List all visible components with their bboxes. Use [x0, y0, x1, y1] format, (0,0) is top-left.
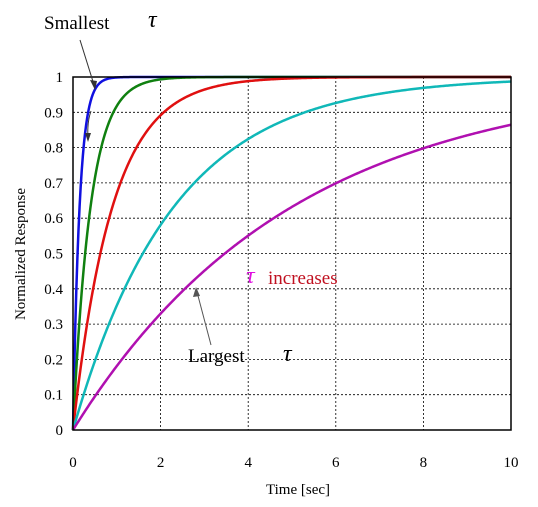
y-tick-label: 0.5 — [44, 247, 63, 263]
smallest-label: Smallest — [44, 13, 110, 34]
x-tick-label: 2 — [157, 455, 165, 471]
x-tick-label: 0 — [69, 455, 77, 471]
y-axis-label: Normalized Response — [13, 188, 29, 320]
x-tick-label: 4 — [244, 455, 252, 471]
y-tick-label: 0 — [56, 423, 64, 439]
y-tick-label: 0.4 — [44, 282, 63, 298]
x-tick-label: 6 — [332, 455, 340, 471]
x-tick-label: 10 — [504, 455, 519, 471]
y-tick-label: 0.7 — [44, 176, 63, 192]
y-tick-label: 0.2 — [44, 352, 63, 368]
y-tick-label: 0.9 — [44, 105, 63, 121]
x-axis-label: Time [sec] — [266, 482, 330, 498]
y-tick-label: 0.6 — [44, 211, 63, 227]
y-tick-label: 0.8 — [44, 141, 63, 157]
tau-increases-label: increases — [268, 268, 338, 289]
smallest-tau-symbol: τ — [148, 7, 158, 33]
y-tick-label: 0.1 — [44, 388, 63, 404]
largest-label: Largest — [188, 346, 245, 367]
y-tick-label: 0.3 — [44, 317, 63, 333]
y-tick-label: 1 — [56, 70, 64, 86]
tau-increases-symbol: τ — [246, 263, 256, 289]
x-tick-label: 8 — [420, 455, 428, 471]
largest-tau-symbol: τ — [283, 341, 293, 367]
